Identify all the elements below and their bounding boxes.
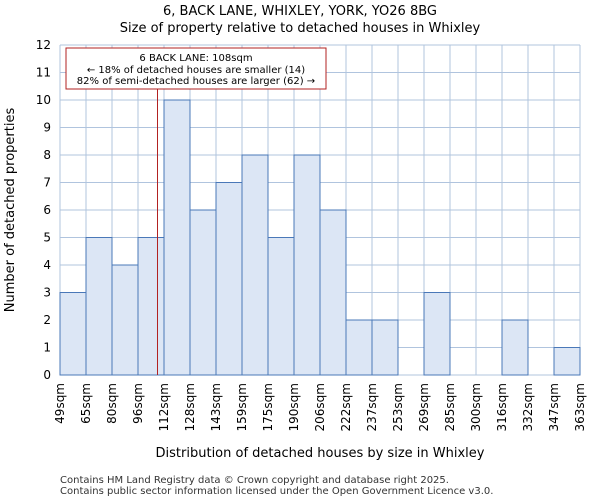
- x-tick-label: 143sqm: [209, 383, 223, 431]
- x-tick-label: 285sqm: [443, 383, 457, 431]
- x-tick-label: 159sqm: [235, 383, 249, 431]
- y-tick-label: 0: [43, 368, 51, 382]
- x-tick-label: 96sqm: [131, 383, 145, 424]
- y-tick-label: 11: [36, 66, 51, 80]
- histogram-bar: [241, 154, 269, 376]
- histogram-bar: [345, 319, 373, 376]
- histogram-bar: [423, 292, 451, 376]
- x-tick-label: 222sqm: [339, 383, 353, 431]
- x-tick-label: 237sqm: [365, 383, 379, 431]
- x-tick-label: 80sqm: [105, 383, 119, 424]
- y-tick-label: 7: [43, 176, 51, 190]
- x-tick-label: 49sqm: [53, 383, 67, 424]
- x-tick-label: 128sqm: [183, 383, 197, 431]
- x-tick-label: 65sqm: [79, 383, 93, 424]
- y-axis-label: Number of detached properties: [3, 108, 18, 313]
- y-tick-label: 5: [43, 231, 51, 245]
- x-axis-ticks: 49sqm 65sqm 80sqm 96sqm 112sqm 128sqm 143sqm 15…: [53, 383, 587, 431]
- histogram-bar: [371, 319, 399, 376]
- annotation-line2: ← 18% of detached houses are smaller (14…: [87, 65, 305, 76]
- x-tick-label: 206sqm: [313, 383, 327, 431]
- x-tick-label: 332sqm: [521, 383, 535, 431]
- x-tick-label: 253sqm: [391, 383, 405, 431]
- histogram-bar: [59, 292, 87, 376]
- x-tick-label: 347sqm: [547, 383, 561, 431]
- x-tick-label: 363sqm: [573, 383, 587, 431]
- y-tick-label: 9: [43, 121, 51, 135]
- histogram-bar: [111, 264, 139, 376]
- y-tick-label: 8: [43, 148, 51, 162]
- histogram-bar: [267, 237, 295, 376]
- histogram-bar: [215, 182, 243, 376]
- y-tick-label: 2: [43, 313, 51, 327]
- x-tick-label: 316sqm: [495, 383, 509, 431]
- x-axis-label: Distribution of detached houses by size …: [156, 446, 485, 461]
- y-tick-label: 10: [36, 93, 51, 107]
- annotation-box: 6 BACK LANE: 108sqm ← 18% of detached ho…: [65, 47, 327, 90]
- histogram-bar: [163, 99, 191, 376]
- annotation-line1: 6 BACK LANE: 108sqm: [139, 53, 252, 64]
- x-tick-label: 112sqm: [157, 383, 171, 431]
- y-tick-label: 12: [36, 38, 51, 52]
- histogram-bar: [553, 347, 581, 376]
- footer-line1: Contains HM Land Registry data © Crown c…: [60, 475, 449, 486]
- y-tick-label: 4: [43, 258, 51, 272]
- y-tick-label: 3: [43, 286, 51, 300]
- histogram-bar: [189, 209, 217, 376]
- annotation-line3: 82% of semi-detached houses are larger (…: [77, 76, 315, 87]
- bars: [59, 99, 581, 376]
- chart-title-line1: 6, BACK LANE, WHIXLEY, YORK, YO26 8BG: [163, 4, 437, 19]
- x-tick-label: 175sqm: [261, 383, 275, 431]
- histogram-bar: [293, 154, 321, 376]
- x-tick-label: 269sqm: [417, 383, 431, 431]
- y-tick-label: 6: [43, 203, 51, 217]
- histogram-bar: [137, 237, 165, 376]
- chart-title-line2: Size of property relative to detached ho…: [120, 21, 481, 36]
- y-tick-label: 1: [43, 341, 51, 355]
- footer-line2: Contains public sector information licen…: [60, 486, 493, 497]
- x-tick-label: 300sqm: [469, 383, 483, 431]
- x-tick-label: 190sqm: [287, 383, 301, 431]
- histogram-bar: [85, 237, 113, 376]
- histogram-bar: [319, 209, 347, 376]
- histogram-bar: [501, 319, 529, 376]
